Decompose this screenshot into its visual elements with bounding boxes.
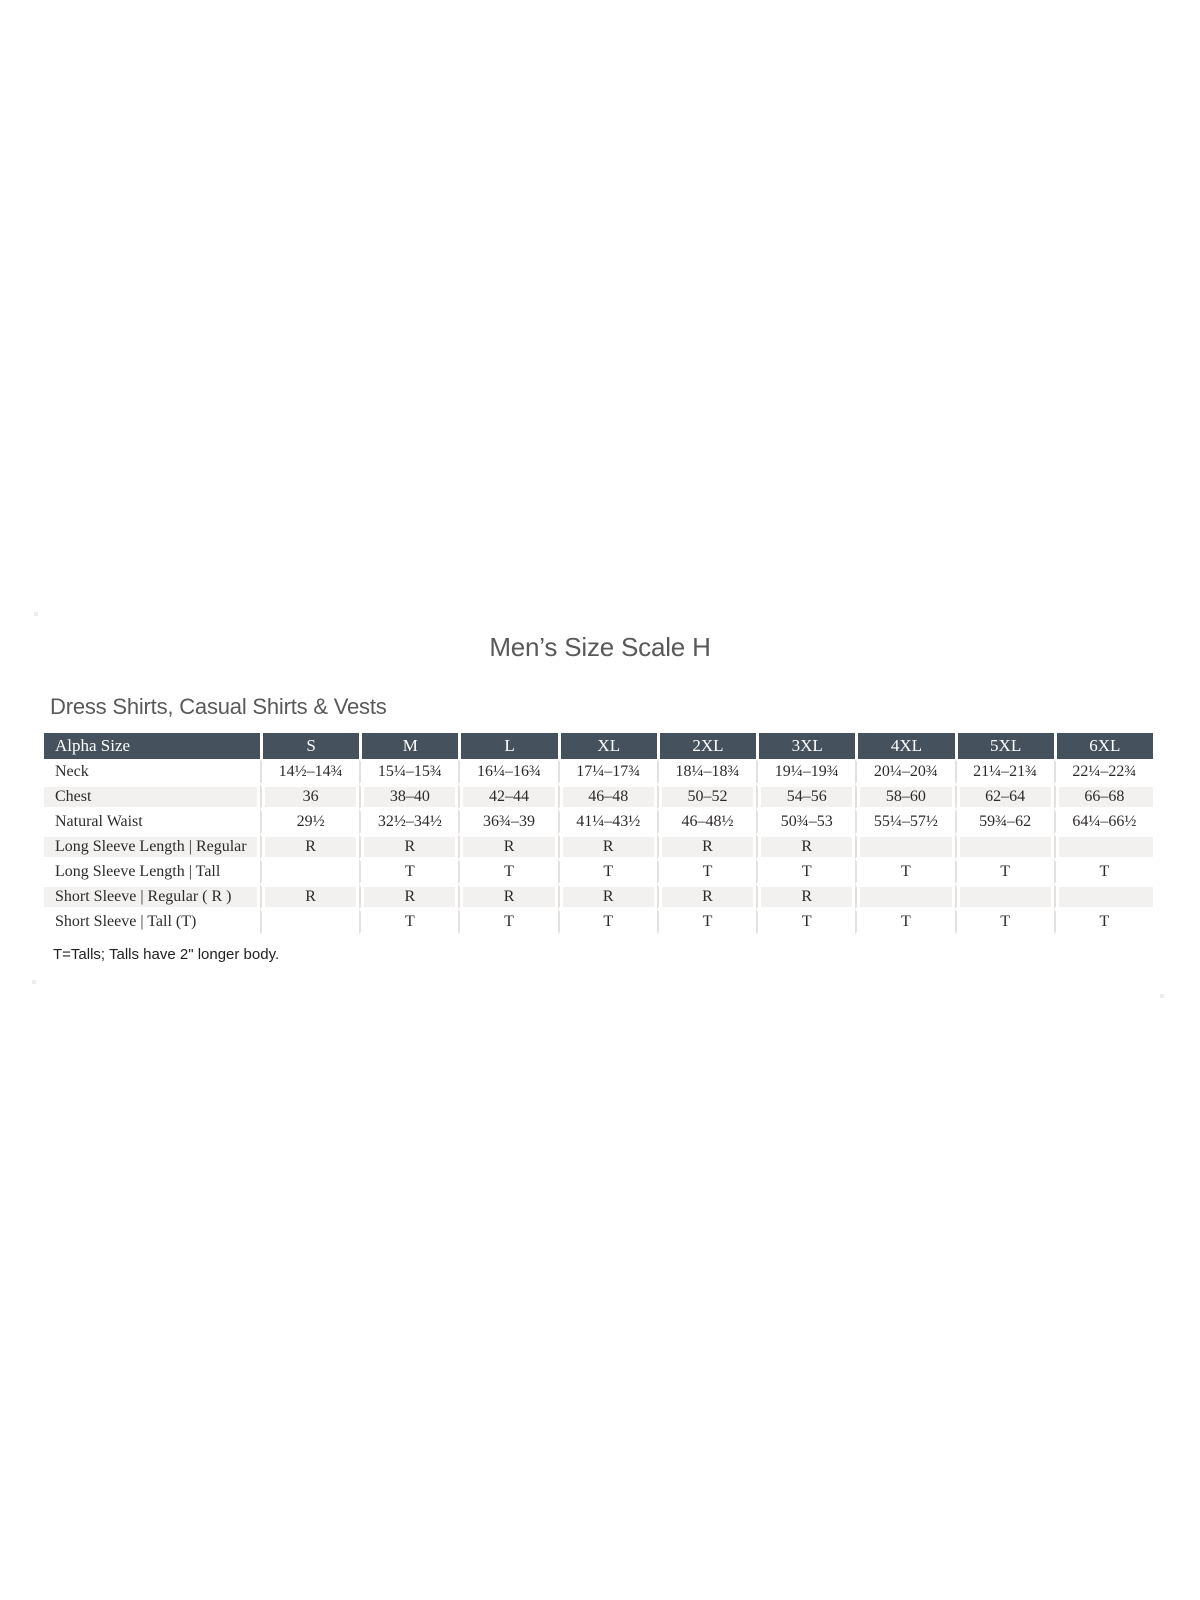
table-row: Neck 14½–14¾ 15¼–15¾ 16¼–16¾ 17¼–17¾ 18¼–18¾ 1… <box>44 759 1153 784</box>
size-cell: R <box>756 834 856 859</box>
size-cell: T <box>756 859 856 884</box>
size-cell: R <box>756 884 856 909</box>
size-cell: T <box>359 909 459 934</box>
size-cell: T <box>656 859 757 884</box>
size-cell <box>260 909 360 934</box>
size-cell: 46–48 <box>557 784 657 809</box>
column-header: 6XL <box>1053 733 1153 759</box>
size-cell: R <box>557 834 657 859</box>
size-cell: 17¼–17¾ <box>557 759 657 784</box>
size-cell: 62–64 <box>954 784 1054 809</box>
size-cell: 64¼–66½ <box>1053 809 1153 834</box>
size-cell: 42–44 <box>458 784 558 809</box>
column-header-alpha-size: Alpha Size <box>44 733 260 759</box>
section-heading: Dress Shirts, Casual Shirts & Vests <box>50 694 387 719</box>
size-cell: T <box>1053 859 1153 884</box>
table-row: Long Sleeve Length | Tall T T T T T T T T <box>44 859 1153 884</box>
size-cell: 54–56 <box>756 784 856 809</box>
size-cell: R <box>359 884 459 909</box>
size-cell: 29½ <box>260 809 360 834</box>
size-cell: 50–52 <box>656 784 757 809</box>
size-cell: 18¼–18¾ <box>656 759 757 784</box>
size-cell <box>1053 884 1153 909</box>
size-cell: T <box>756 909 856 934</box>
size-cell: T <box>954 909 1054 934</box>
footnote: T=Talls; Talls have 2" longer body. <box>53 946 280 963</box>
size-cell: T <box>359 859 459 884</box>
column-header: M <box>359 733 459 759</box>
size-cell: R <box>260 884 360 909</box>
size-table: Alpha Size S M L XL 2XL 3XL 4XL 5XL 6XL Neck 14½–1… <box>44 733 1153 934</box>
size-cell: T <box>656 909 757 934</box>
size-cell: 58–60 <box>855 784 955 809</box>
size-cell: T <box>458 909 558 934</box>
size-cell <box>1053 834 1153 859</box>
stray-mark <box>1160 994 1164 998</box>
size-cell <box>855 834 955 859</box>
size-table-body: Neck 14½–14¾ 15¼–15¾ 16¼–16¾ 17¼–17¾ 18¼–18¾ 1… <box>44 759 1153 934</box>
size-cell: 19¼–19¾ <box>756 759 856 784</box>
column-header: 3XL <box>756 733 856 759</box>
row-label: Long Sleeve Length | Regular <box>44 834 260 859</box>
row-label: Short Sleeve | Regular ( R ) <box>44 884 260 909</box>
size-cell: 66–68 <box>1053 784 1153 809</box>
size-cell: 21¼–21¾ <box>954 759 1054 784</box>
size-cell: 59¾–62 <box>954 809 1054 834</box>
size-cell: R <box>359 834 459 859</box>
size-cell: 55¼–57½ <box>855 809 955 834</box>
row-label: Short Sleeve | Tall (T) <box>44 909 260 934</box>
size-cell: R <box>656 834 757 859</box>
column-header: L <box>458 733 558 759</box>
table-row: Short Sleeve | Tall (T) T T T T T T T T <box>44 909 1153 934</box>
size-cell <box>260 859 360 884</box>
size-cell: T <box>1053 909 1153 934</box>
size-cell: 36 <box>260 784 360 809</box>
size-cell: R <box>656 884 757 909</box>
size-cell: 46–48½ <box>656 809 757 834</box>
column-header: 5XL <box>954 733 1054 759</box>
size-cell: 15¼–15¾ <box>359 759 459 784</box>
size-cell: 20¼–20¾ <box>855 759 955 784</box>
row-label: Long Sleeve Length | Tall <box>44 859 260 884</box>
column-header: 2XL <box>656 733 757 759</box>
row-label: Neck <box>44 759 260 784</box>
table-row: Chest 36 38–40 42–44 46–48 50–52 54–56 58–60 62–… <box>44 784 1153 809</box>
row-label: Chest <box>44 784 260 809</box>
size-cell: 38–40 <box>359 784 459 809</box>
column-header: 4XL <box>855 733 955 759</box>
size-cell: R <box>458 884 558 909</box>
table-row: Short Sleeve | Regular ( R ) R R R R R R <box>44 884 1153 909</box>
size-cell: 16¼–16¾ <box>458 759 558 784</box>
table-row: Natural Waist 29½ 32½–34½ 36¾–39 41¼–43½ 46–4… <box>44 809 1153 834</box>
size-cell: 14½–14¾ <box>260 759 360 784</box>
page-title: Men’s Size Scale H <box>489 632 711 662</box>
size-cell: R <box>557 884 657 909</box>
size-cell: T <box>954 859 1054 884</box>
size-cell <box>855 884 955 909</box>
size-cell: R <box>260 834 360 859</box>
size-cell <box>954 884 1054 909</box>
row-label: Natural Waist <box>44 809 260 834</box>
size-cell: 32½–34½ <box>359 809 459 834</box>
size-cell: 50¾–53 <box>756 809 856 834</box>
column-header: XL <box>557 733 657 759</box>
size-cell <box>954 834 1054 859</box>
stray-mark <box>34 612 38 616</box>
size-cell: T <box>557 909 657 934</box>
size-cell: T <box>557 859 657 884</box>
column-header: S <box>260 733 360 759</box>
size-cell: T <box>855 909 955 934</box>
size-cell: R <box>458 834 558 859</box>
stray-mark <box>32 980 36 984</box>
size-cell: 41¼–43½ <box>557 809 657 834</box>
header-row: Alpha Size S M L XL 2XL 3XL 4XL 5XL 6XL <box>44 733 1153 759</box>
table-row: Long Sleeve Length | Regular R R R R R R <box>44 834 1153 859</box>
size-cell: 22¼–22¾ <box>1053 759 1153 784</box>
size-cell: 36¾–39 <box>458 809 558 834</box>
size-cell: T <box>855 859 955 884</box>
size-cell: T <box>458 859 558 884</box>
